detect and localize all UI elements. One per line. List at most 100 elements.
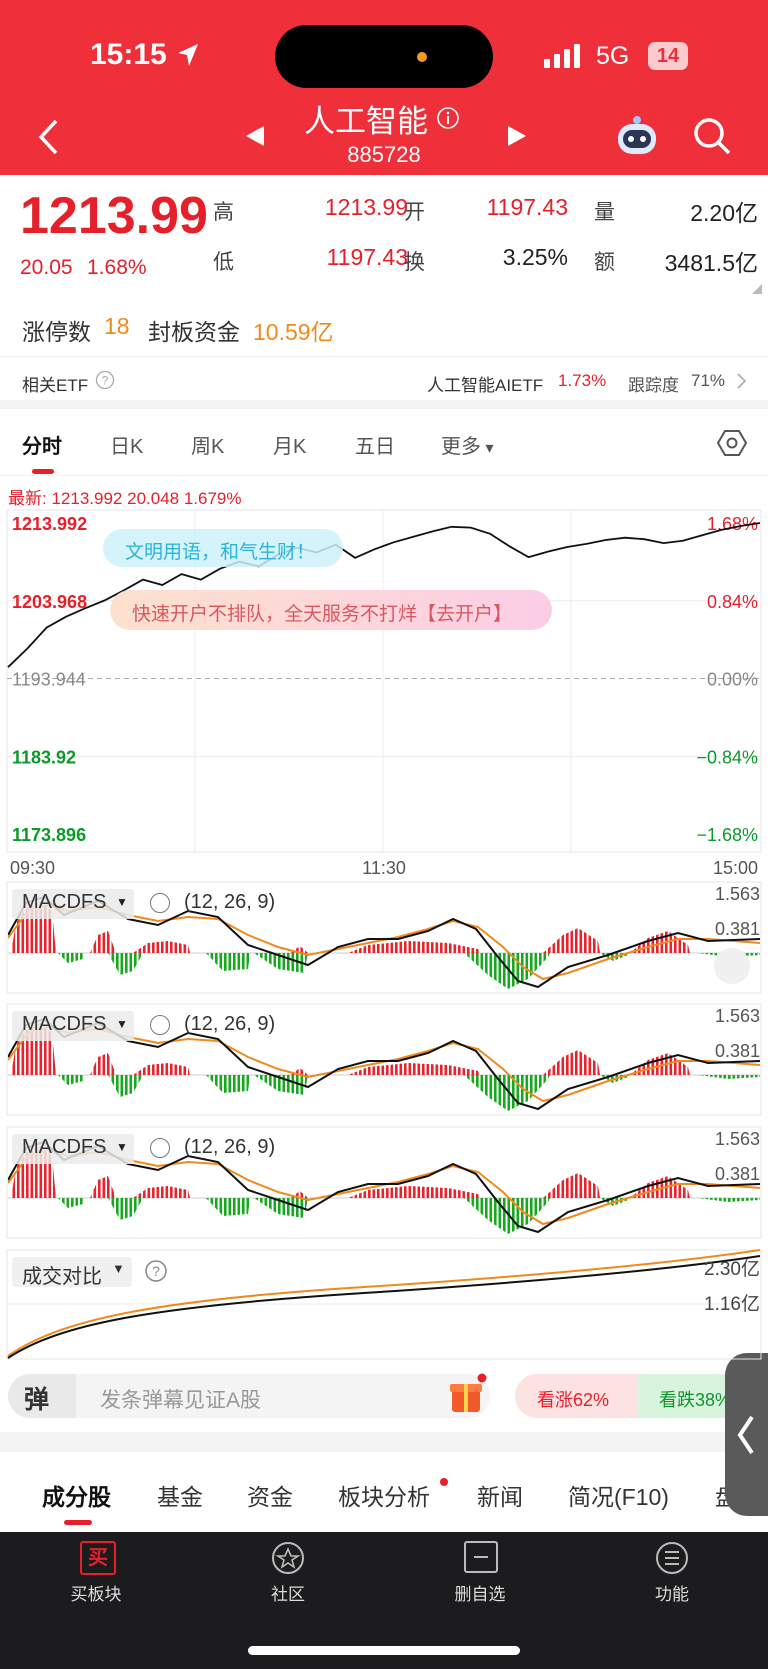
- section-tab[interactable]: 资金: [247, 1484, 293, 1510]
- community-icon[interactable]: [270, 1540, 306, 1576]
- volume-label[interactable]: 成交对比: [22, 1266, 102, 1288]
- macd-label[interactable]: MACDFS: [22, 1136, 107, 1158]
- etf-name[interactable]: 人工智能AIETF: [427, 376, 544, 395]
- macd-mid: 0.381: [714, 1164, 760, 1184]
- volume-selector[interactable]: [12, 1257, 132, 1287]
- nav-item[interactable]: 功能: [655, 1585, 689, 1604]
- search-icon[interactable]: [692, 116, 732, 156]
- nav-item[interactable]: 删自选: [454, 1585, 506, 1604]
- buy-icon[interactable]: 买: [80, 1541, 116, 1575]
- macd-selector-bg[interactable]: [12, 1134, 134, 1164]
- x-tick-label: 15:00: [713, 858, 758, 878]
- bubble: [103, 529, 343, 567]
- macd-params: (12, 26, 9): [184, 891, 276, 913]
- robot-icon[interactable]: [614, 112, 660, 158]
- limit-count: 18: [104, 313, 130, 339]
- change: 20.05: [20, 256, 73, 279]
- back-button[interactable]: [36, 118, 62, 156]
- network: 5G: [596, 42, 630, 70]
- macd-circle[interactable]: [150, 1015, 170, 1035]
- field-label: 换: [404, 251, 425, 274]
- y-tick-label: 1183.92: [12, 747, 76, 767]
- macd-circle[interactable]: [150, 893, 170, 913]
- period-tab[interactable]: 周K: [191, 436, 225, 458]
- y-pct-label: 0.00%: [707, 670, 758, 690]
- macd-panel: [6, 1126, 762, 1239]
- home-indicator: [248, 1646, 520, 1655]
- battery: 14: [648, 42, 688, 70]
- prev-button[interactable]: [244, 124, 266, 148]
- nav-item[interactable]: 买板块: [70, 1585, 122, 1604]
- dropdown-arrow: ▼: [112, 1261, 125, 1276]
- field-label: 额: [594, 251, 615, 274]
- latest-pct: 1.679%: [183, 489, 242, 508]
- macd-selector-bg[interactable]: [12, 1011, 134, 1041]
- next-button[interactable]: [506, 124, 528, 148]
- volume-top: 2.30亿: [704, 1259, 760, 1280]
- tab-indicator: [32, 469, 54, 474]
- corner-mark: [752, 284, 762, 294]
- macd-label[interactable]: MACDFS: [22, 1013, 107, 1035]
- macd-panel: [6, 881, 762, 994]
- volume-panel: [6, 1249, 762, 1360]
- field-label: 高: [213, 201, 234, 224]
- nav-item[interactable]: 社区: [271, 1585, 305, 1604]
- field-label: 量: [594, 201, 615, 224]
- remove-icon[interactable]: [463, 1540, 499, 1574]
- period-tab[interactable]: 更多 ▾: [441, 436, 494, 458]
- track-value: 71%: [691, 371, 726, 390]
- etf-pct: 1.73%: [558, 371, 607, 390]
- period-tab[interactable]: 分时: [22, 436, 62, 458]
- period-tab[interactable]: 五日: [355, 436, 395, 458]
- expand-button[interactable]: [714, 948, 750, 984]
- dropdown-arrow: ▾: [481, 440, 494, 457]
- macd-mid: 0.381: [714, 1041, 760, 1061]
- dropdown-arrow: ▼: [116, 1017, 128, 1031]
- danmaku-placeholder[interactable]: 发条弹幕见证A股: [100, 1389, 262, 1412]
- y-pct-label: −1.68%: [696, 825, 758, 845]
- macd-circle[interactable]: [150, 1138, 170, 1158]
- period-tab[interactable]: 月K: [273, 436, 307, 458]
- help-icon[interactable]: ?: [95, 370, 115, 390]
- y-tick-label: 1203.968: [12, 592, 87, 612]
- section-tab[interactable]: 新闻: [477, 1484, 523, 1510]
- y-tick-label: 1193.944: [12, 670, 86, 690]
- danmaku-input[interactable]: [8, 1374, 490, 1418]
- field-label: 低: [213, 251, 234, 274]
- info-icon[interactable]: [436, 106, 460, 130]
- help-icon[interactable]: ?: [144, 1259, 168, 1283]
- header-title: 人工智能: [304, 104, 428, 139]
- signal-icon: [544, 44, 580, 68]
- settings-icon[interactable]: [717, 428, 747, 458]
- latest-price: 1213.992: [51, 489, 123, 508]
- x-tick-label: 09:30: [10, 858, 55, 878]
- section-tab[interactable]: 简况(F10): [568, 1484, 669, 1510]
- macd-mid: 0.381: [714, 919, 760, 939]
- danmaku-icon-bg: [8, 1374, 76, 1418]
- bubble-text[interactable]: 快速开户不排队，全天服务不打烊【去开户】: [132, 604, 513, 625]
- bull-button[interactable]: [515, 1374, 637, 1418]
- gift-icon[interactable]: [446, 1372, 488, 1416]
- function-icon[interactable]: [654, 1540, 690, 1576]
- section-tab[interactable]: 成分股: [42, 1484, 111, 1510]
- period-tab[interactable]: 日K: [110, 436, 144, 458]
- field-value: 2.20亿: [690, 200, 758, 226]
- macd-selector-bg[interactable]: [12, 889, 134, 919]
- track-label: 跟踪度: [628, 376, 679, 395]
- bubble[interactable]: [110, 590, 552, 630]
- y-pct-label: 1.68%: [707, 514, 758, 534]
- bull-text[interactable]: 看涨62%: [537, 1390, 610, 1410]
- dropdown-arrow: ▼: [116, 895, 128, 909]
- y-tick-label: 1173.896: [12, 825, 86, 845]
- section-tab[interactable]: 板块分析: [338, 1484, 430, 1510]
- price-line: [7, 522, 761, 668]
- bubble-text: 文明用语，和气生财！: [125, 542, 316, 563]
- macd-label[interactable]: MACDFS: [22, 891, 107, 913]
- section-tab[interactable]: 基金: [157, 1484, 203, 1510]
- danmaku-icon[interactable]: 弹: [24, 1386, 50, 1414]
- limit-label: 涨停数: [22, 319, 91, 345]
- bear-text[interactable]: 看跌38%: [659, 1390, 732, 1410]
- header: 15:15 5G 14 人工智能 885728: [0, 0, 768, 175]
- side-handle[interactable]: [725, 1353, 768, 1516]
